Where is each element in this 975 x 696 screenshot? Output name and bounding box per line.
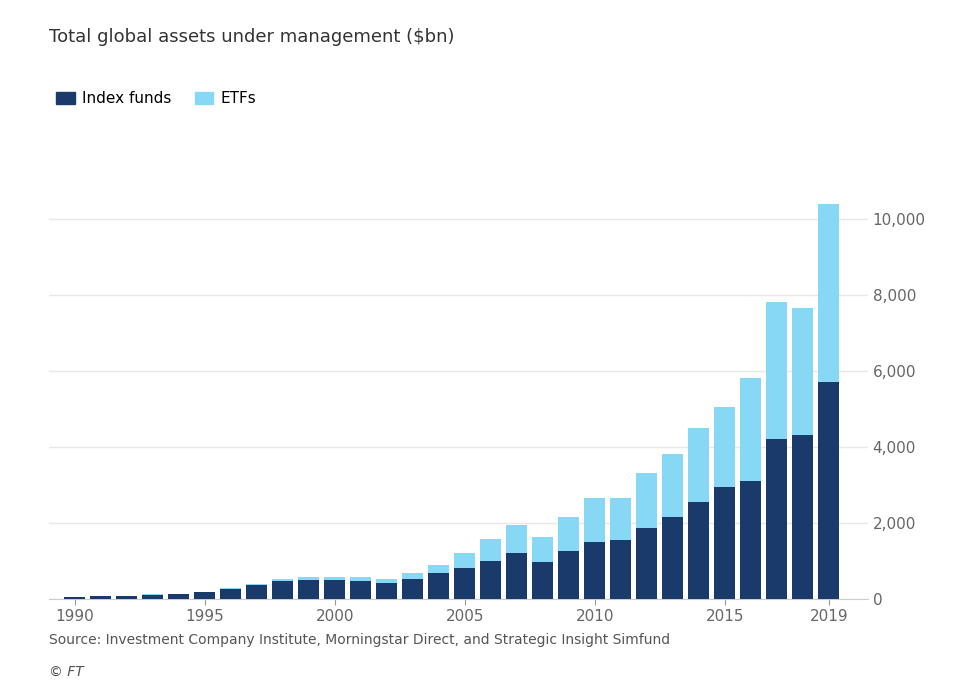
Bar xyxy=(688,428,709,502)
Bar xyxy=(116,596,137,599)
Bar xyxy=(662,517,683,599)
Bar xyxy=(818,382,839,599)
Bar xyxy=(637,528,657,599)
Bar xyxy=(142,595,163,599)
Bar xyxy=(194,592,215,599)
Bar xyxy=(715,407,735,487)
Bar xyxy=(376,579,397,583)
Legend: Index funds, ETFs: Index funds, ETFs xyxy=(57,91,256,106)
Bar xyxy=(610,539,631,599)
Bar xyxy=(584,541,605,599)
Bar xyxy=(766,303,787,439)
Bar xyxy=(169,594,189,599)
Bar xyxy=(793,435,813,599)
Bar xyxy=(403,574,423,579)
Bar xyxy=(428,573,449,599)
Bar xyxy=(298,576,319,580)
Bar xyxy=(481,539,501,560)
Bar xyxy=(793,308,813,435)
Bar xyxy=(272,579,293,581)
Bar xyxy=(662,454,683,517)
Text: Source: Investment Company Institute, Morningstar Direct, and Strategic Insight : Source: Investment Company Institute, Mo… xyxy=(49,633,670,647)
Bar xyxy=(637,473,657,528)
Bar xyxy=(350,581,371,599)
Bar xyxy=(220,589,241,599)
Bar xyxy=(428,564,449,573)
Bar xyxy=(325,580,345,599)
Bar xyxy=(532,562,553,599)
Bar xyxy=(818,204,839,382)
Bar xyxy=(740,481,761,599)
Bar xyxy=(403,579,423,599)
Text: © FT: © FT xyxy=(49,665,84,679)
Bar xyxy=(350,577,371,581)
Bar xyxy=(559,551,579,599)
Bar xyxy=(584,498,605,541)
Bar xyxy=(454,568,475,599)
Bar xyxy=(506,553,527,599)
Bar xyxy=(376,583,397,599)
Bar xyxy=(64,596,85,599)
Bar xyxy=(220,588,241,589)
Bar xyxy=(688,502,709,599)
Bar xyxy=(740,379,761,481)
Bar xyxy=(559,517,579,551)
Bar xyxy=(532,537,553,562)
Bar xyxy=(481,560,501,599)
Bar xyxy=(247,585,267,599)
Bar xyxy=(298,580,319,599)
Bar xyxy=(247,584,267,585)
Bar xyxy=(766,439,787,599)
Bar xyxy=(610,498,631,539)
Text: Total global assets under management ($bn): Total global assets under management ($b… xyxy=(49,28,454,46)
Bar xyxy=(454,553,475,568)
Bar xyxy=(506,525,527,553)
Bar xyxy=(325,576,345,580)
Bar xyxy=(272,581,293,599)
Bar xyxy=(715,487,735,599)
Bar xyxy=(91,596,111,599)
